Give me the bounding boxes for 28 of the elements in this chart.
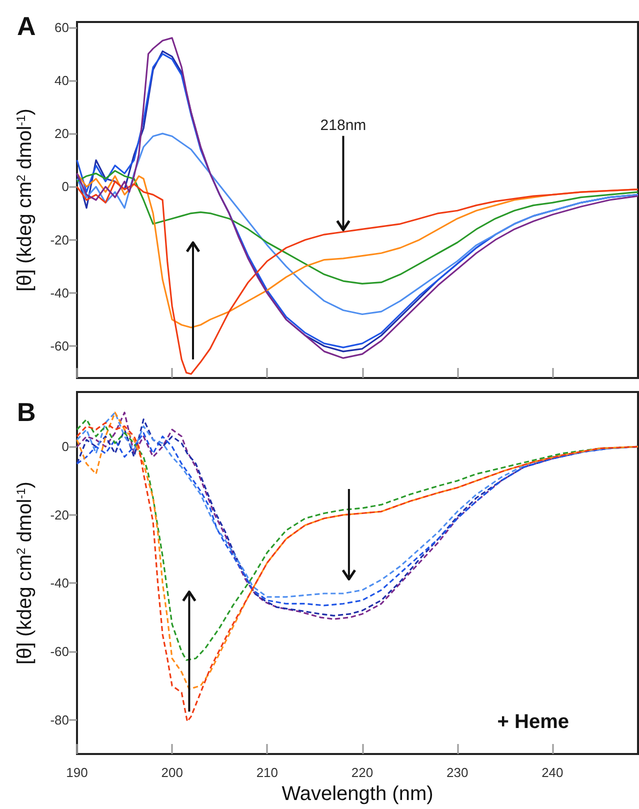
annotation: 218nm [320, 116, 366, 134]
y-tick-label: -60 [50, 338, 69, 354]
y-tick-label: 20 [54, 126, 69, 142]
y-tick-label: -20 [50, 507, 69, 522]
y-tick-label: 60 [54, 20, 69, 35]
y-tick-label: -40 [50, 576, 69, 591]
x-tick-label: 240 [542, 765, 564, 780]
x-tick-label: 200 [161, 765, 183, 780]
y-axis-title: [θ] (kdeg cm2 dmol-1) [14, 108, 36, 292]
chart-title: A [17, 11, 36, 41]
line-series [76, 132, 639, 316]
x-axis-title: Wavelength (nm) [282, 783, 434, 805]
x-tick-label: 220 [351, 765, 374, 780]
x-tick-label: 230 [446, 765, 468, 780]
x-tick-label: 190 [66, 765, 88, 780]
y-tick-label: -60 [50, 644, 69, 660]
x-tick-label: 210 [256, 765, 278, 780]
y-tick-label: -40 [50, 285, 69, 300]
y-tick-label: -80 [50, 712, 69, 728]
y-tick-label: 40 [54, 72, 69, 88]
chart-title: B [17, 397, 36, 427]
line-series [76, 170, 639, 284]
annotation: + Heme [497, 711, 570, 733]
y-tick-label: 0 [62, 439, 69, 454]
y-tick-label: -20 [50, 232, 69, 248]
y-axis-title: [θ] (kdeg cm2 dmol-1) [14, 482, 36, 664]
line-series [76, 180, 639, 375]
y-tick-label: 0 [62, 179, 69, 194]
